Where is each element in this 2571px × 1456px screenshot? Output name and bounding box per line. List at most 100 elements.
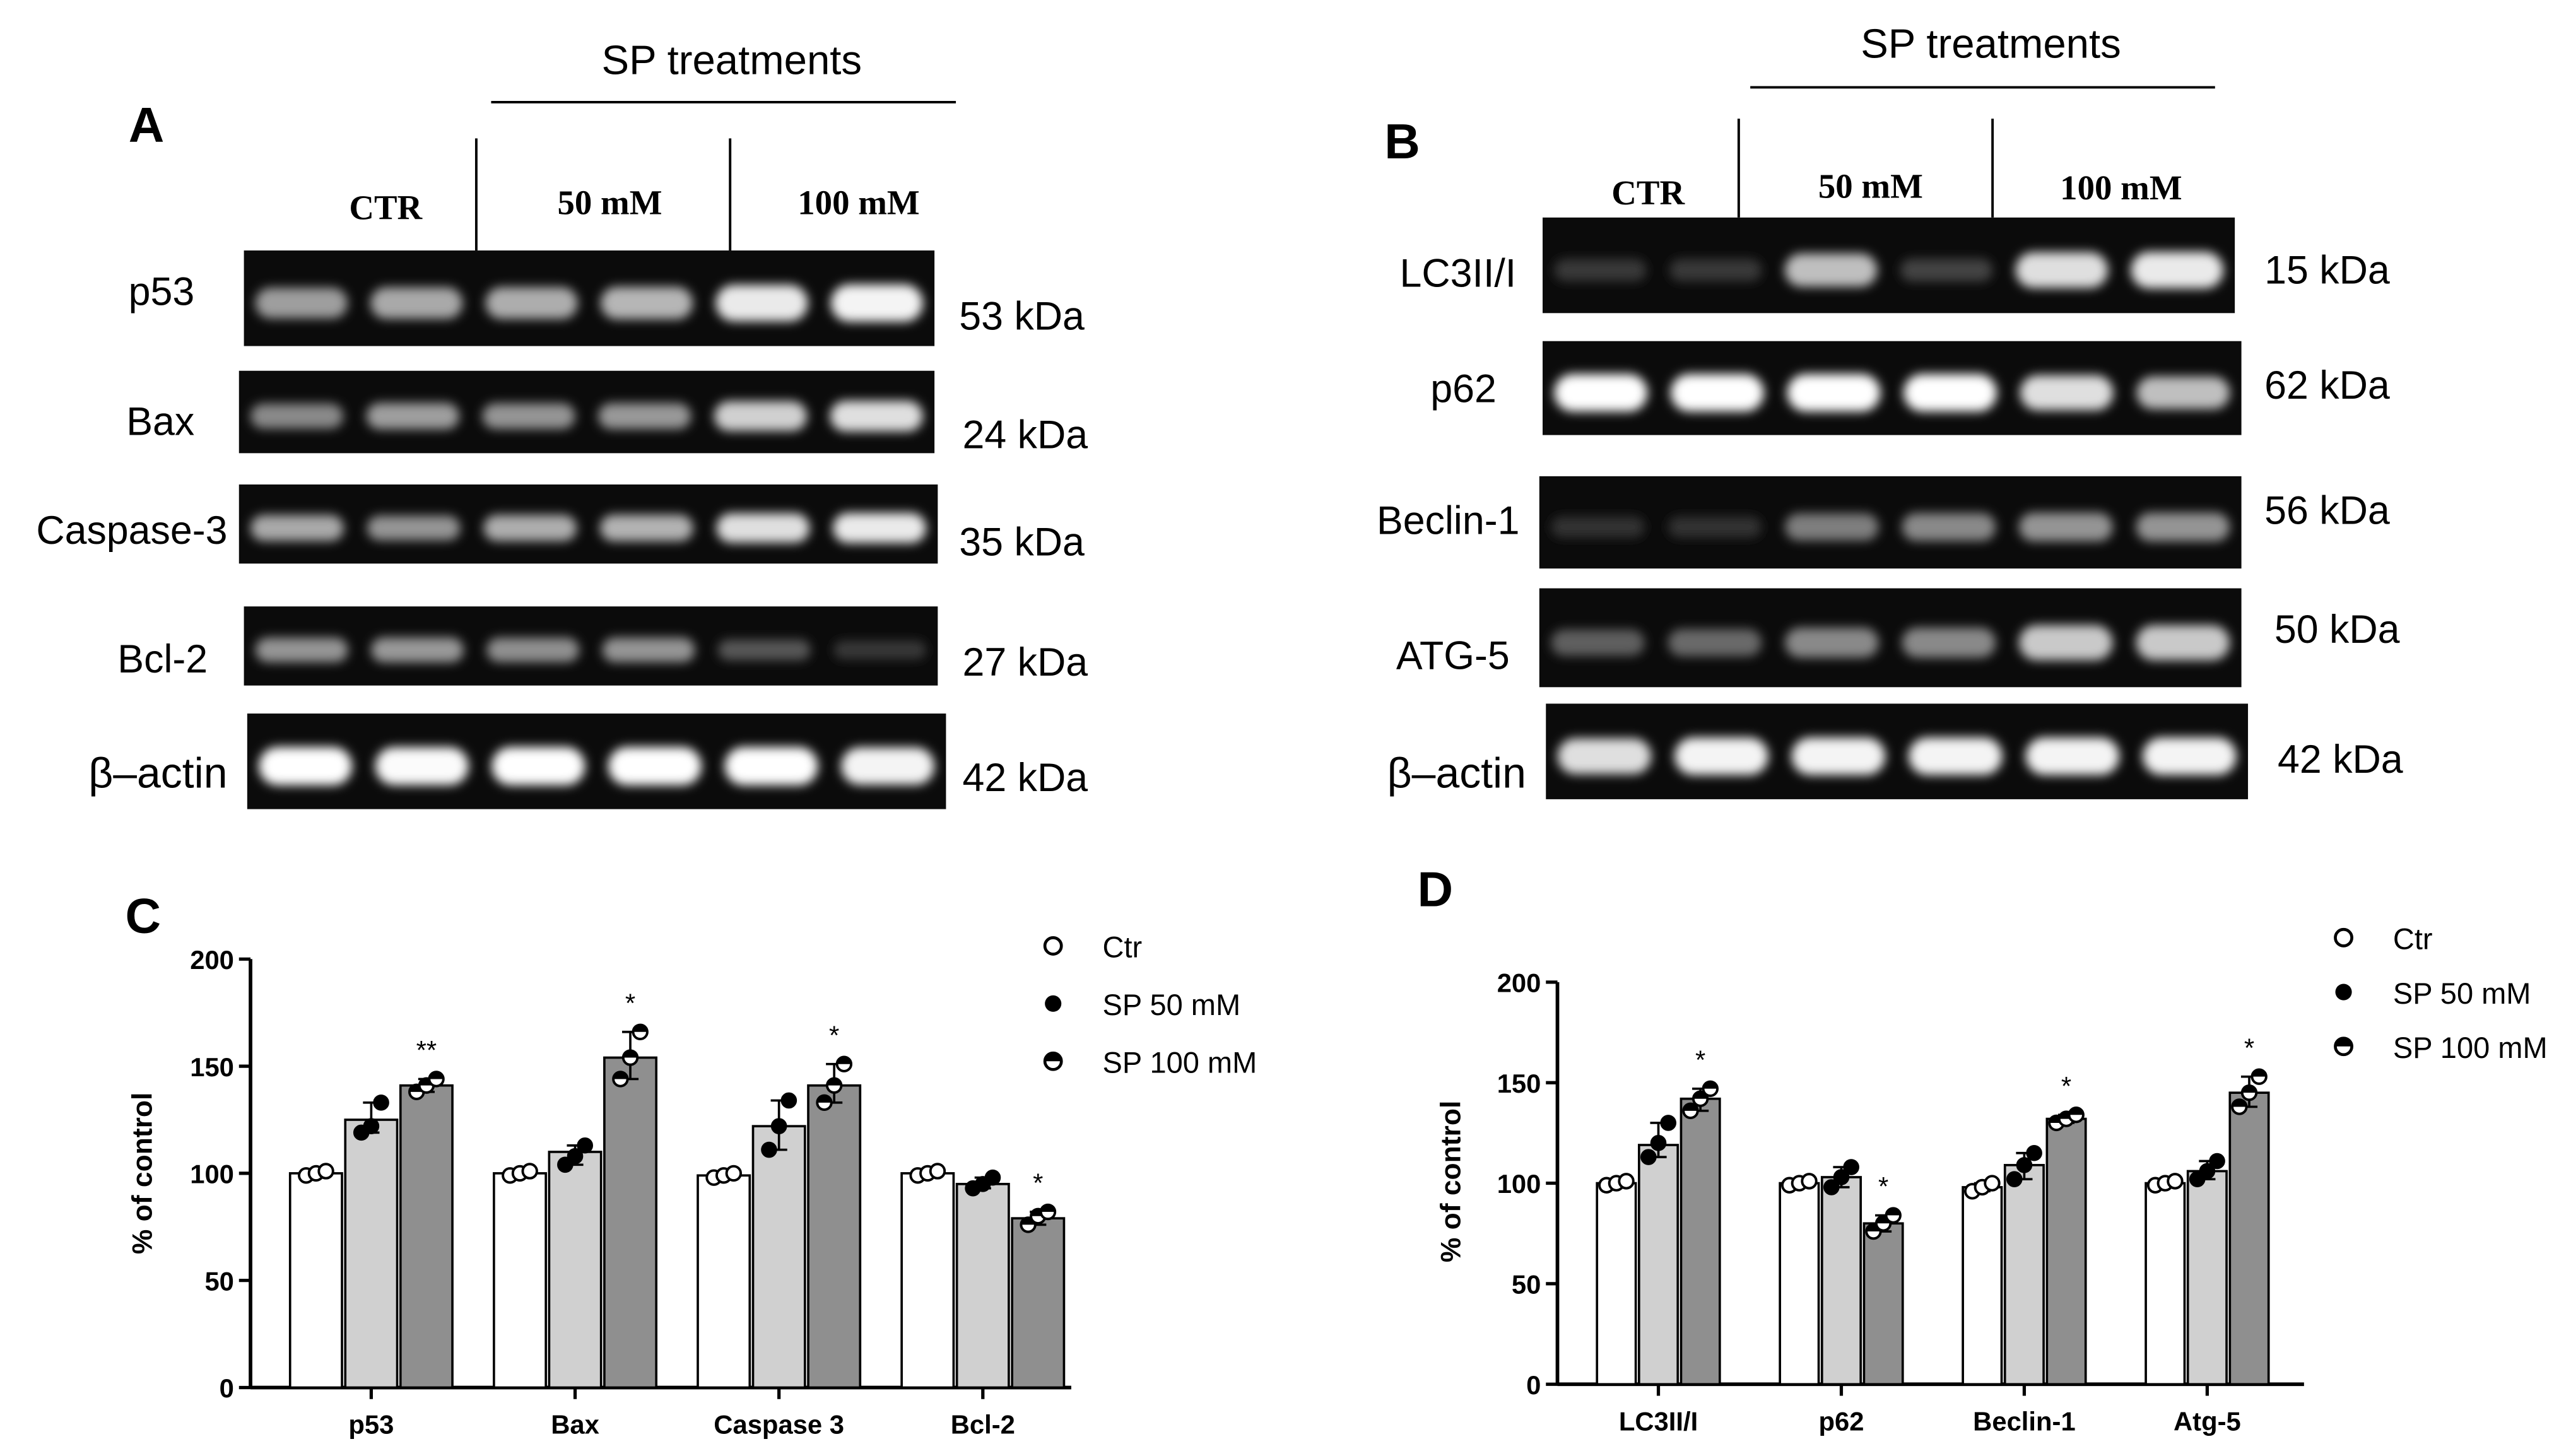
blot-band bbox=[830, 284, 923, 322]
bar bbox=[2045, 1117, 2087, 1386]
blot-band bbox=[714, 401, 808, 432]
bar bbox=[1638, 1144, 1680, 1386]
legend-marker-half bbox=[2335, 1038, 2352, 1047]
bar bbox=[603, 1056, 658, 1389]
blot-band bbox=[1554, 373, 1648, 412]
x-tick-label: LC3II/I bbox=[1619, 1406, 1698, 1436]
blot-band bbox=[2136, 512, 2230, 542]
significance-mark: * bbox=[1695, 1045, 1705, 1074]
x-tick-label: Caspase 3 bbox=[714, 1410, 844, 1440]
blot-kda: 35 kDa bbox=[959, 520, 1085, 564]
y-tick-label: 100 bbox=[190, 1160, 234, 1189]
blot-band bbox=[255, 637, 348, 662]
x-tick-label: Bcl-2 bbox=[951, 1410, 1015, 1440]
blot-band bbox=[1674, 737, 1768, 775]
x-tick-label: Bax bbox=[551, 1410, 599, 1440]
blot-band bbox=[1902, 628, 1996, 658]
data-point bbox=[317, 1163, 334, 1180]
y-tick-label: 200 bbox=[190, 945, 234, 975]
panel-b-letter: B bbox=[1384, 114, 1420, 169]
bar bbox=[697, 1174, 751, 1389]
blot-band bbox=[250, 403, 344, 429]
blot-band bbox=[1785, 253, 1878, 287]
data-point bbox=[1660, 1115, 1676, 1131]
blot-kda: 53 kDa bbox=[959, 294, 1085, 338]
panel-c-ylabel: % of control bbox=[127, 1093, 158, 1254]
blot-band bbox=[2019, 512, 2113, 542]
blot-kda: 56 kDa bbox=[2264, 489, 2390, 533]
data-point-half bbox=[2069, 1107, 2083, 1115]
y-tick-label: 150 bbox=[1497, 1069, 1541, 1098]
blot-band bbox=[600, 514, 693, 541]
bar bbox=[1011, 1217, 1066, 1389]
blot-kda: 27 kDa bbox=[963, 640, 1088, 684]
blot-band bbox=[1671, 373, 1764, 412]
data-point-half bbox=[1703, 1081, 1718, 1089]
data-point-half bbox=[817, 1095, 832, 1103]
blot-band bbox=[2020, 375, 2114, 411]
blot-band bbox=[724, 747, 818, 785]
data-point bbox=[2209, 1153, 2225, 1170]
bar bbox=[1596, 1182, 1637, 1386]
y-tick-label: 100 bbox=[1497, 1169, 1541, 1199]
x-tick-label: p62 bbox=[1818, 1406, 1864, 1436]
data-point bbox=[2199, 1163, 2216, 1180]
panel-d-letter: D bbox=[1417, 862, 1453, 917]
blot-label: β–actin bbox=[1387, 750, 1526, 797]
bar bbox=[2003, 1164, 2045, 1386]
blot-label: Bcl-2 bbox=[117, 637, 208, 681]
data-point bbox=[1843, 1159, 1859, 1175]
blot-band bbox=[371, 637, 464, 662]
blot-label: Caspase-3 bbox=[36, 508, 227, 553]
blot-band bbox=[491, 747, 585, 785]
y-tick-label: 0 bbox=[220, 1373, 234, 1403]
blot-kda: 50 kDa bbox=[2274, 608, 2400, 652]
blot-kda: 15 kDa bbox=[2264, 248, 2390, 292]
blot-band bbox=[1791, 737, 1886, 775]
blot-membrane bbox=[1543, 217, 2235, 314]
blot-band bbox=[1668, 516, 1762, 538]
data-point bbox=[1618, 1173, 1635, 1190]
blot-band bbox=[2131, 252, 2223, 289]
panel-b-treatment-label: SP treatments bbox=[1861, 20, 2121, 66]
blot-band bbox=[833, 640, 927, 659]
legend-label: Ctr bbox=[1103, 931, 1143, 964]
data-point bbox=[761, 1141, 777, 1158]
y-tick-label: 50 bbox=[204, 1266, 233, 1296]
panel-b-group-100mm: 100 mM bbox=[2060, 168, 2182, 207]
data-point bbox=[770, 1118, 787, 1134]
data-point bbox=[363, 1118, 380, 1134]
blot-band bbox=[715, 285, 808, 322]
blot-band bbox=[598, 403, 691, 430]
legend-label: SP 50 mM bbox=[2393, 977, 2531, 1010]
blot-kda: 62 kDa bbox=[2264, 363, 2390, 408]
significance-mark: * bbox=[2061, 1071, 2071, 1101]
panel-a-letter: A bbox=[129, 97, 165, 153]
y-tick-label: 200 bbox=[1497, 968, 1541, 998]
x-tick-label: Atg-5 bbox=[2174, 1406, 2241, 1436]
blot-band bbox=[716, 513, 810, 543]
blot-band bbox=[2015, 252, 2109, 288]
data-point bbox=[725, 1165, 743, 1182]
blot-membrane bbox=[238, 484, 938, 564]
blot-band bbox=[1785, 628, 1879, 658]
bar bbox=[548, 1151, 603, 1389]
data-point bbox=[1640, 1149, 1657, 1165]
data-point bbox=[557, 1156, 574, 1173]
blot-membrane bbox=[238, 370, 935, 454]
blot-label: LC3II/I bbox=[1400, 252, 1517, 296]
significance-mark: * bbox=[625, 988, 635, 1018]
significance-mark: ** bbox=[416, 1035, 437, 1065]
bar bbox=[1680, 1097, 1721, 1386]
blot-kda: 42 kDa bbox=[2278, 737, 2403, 782]
bar bbox=[1862, 1222, 1904, 1386]
panel-a-group-50mm: 50 mM bbox=[558, 184, 662, 222]
blot-label: Beclin-1 bbox=[1377, 498, 1519, 543]
blot-band bbox=[2143, 737, 2237, 775]
panel-a-group-ctr: CTR bbox=[349, 188, 423, 226]
data-point-half bbox=[827, 1078, 842, 1086]
blot-band bbox=[1551, 516, 1645, 538]
panel-c-letter: C bbox=[126, 888, 162, 944]
blot-band bbox=[841, 747, 934, 785]
